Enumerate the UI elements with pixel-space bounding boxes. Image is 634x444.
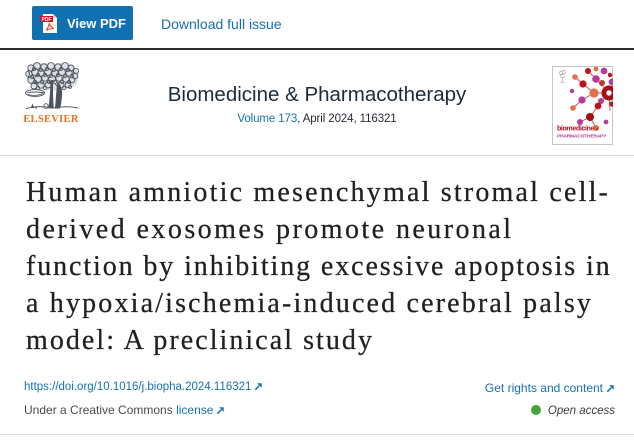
- svg-text:&: &: [596, 127, 599, 131]
- svg-text:biomedicine: biomedicine: [557, 125, 594, 133]
- svg-text:PHARMACOTHERAPY: PHARMACOTHERAPY: [557, 134, 607, 140]
- svg-text:PDF: PDF: [41, 17, 51, 23]
